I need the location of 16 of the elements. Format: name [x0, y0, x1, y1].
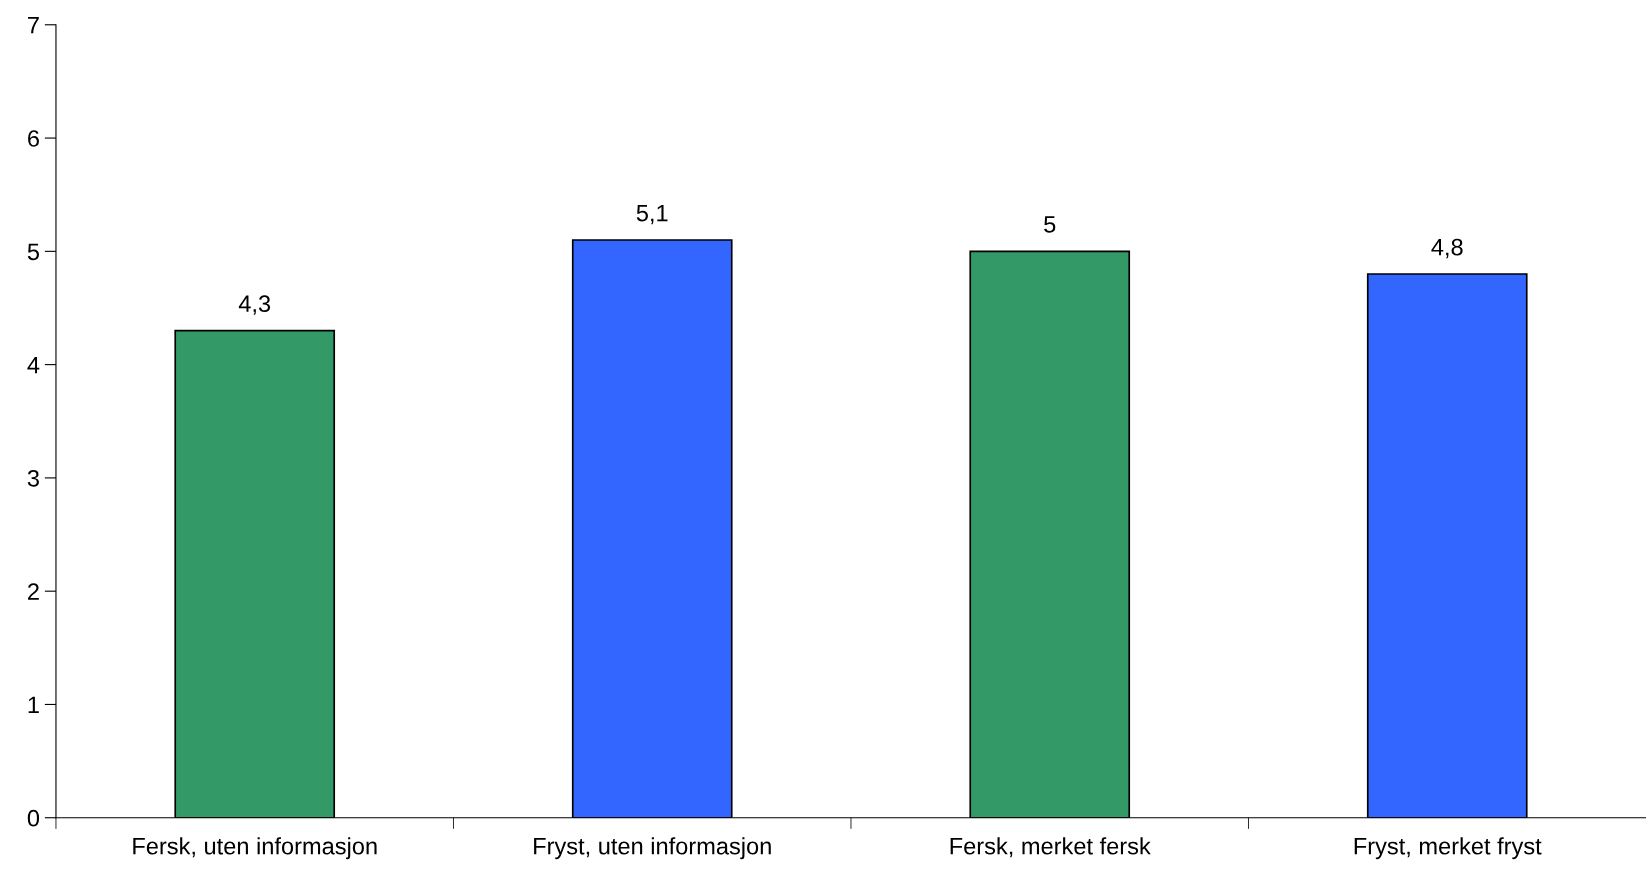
y-tick-label: 2	[28, 583, 39, 600]
y-tick-label: 7	[28, 17, 39, 34]
data-label: 4,8	[1431, 238, 1463, 259]
y-tick-label: 6	[28, 130, 39, 147]
y-tick-label: 3	[27, 469, 39, 487]
data-label: 5,1	[636, 204, 668, 225]
y-tick-label: 5	[27, 243, 39, 261]
y-tick-label: 0	[27, 809, 40, 827]
x-tick-label: Fryst, uten informasjon	[534, 837, 771, 860]
y-tick-label: 4	[27, 356, 40, 374]
y-tick-label: 1	[28, 696, 39, 714]
x-tick-label: Fryst, merket fryst	[1354, 837, 1542, 860]
x-tick-label: Fersk, merket fersk	[950, 837, 1151, 858]
data-label: 4,3	[238, 295, 271, 315]
data-label: 5	[1044, 216, 1056, 233]
x-tick-label: Fersk, uten informasjon	[133, 837, 377, 860]
